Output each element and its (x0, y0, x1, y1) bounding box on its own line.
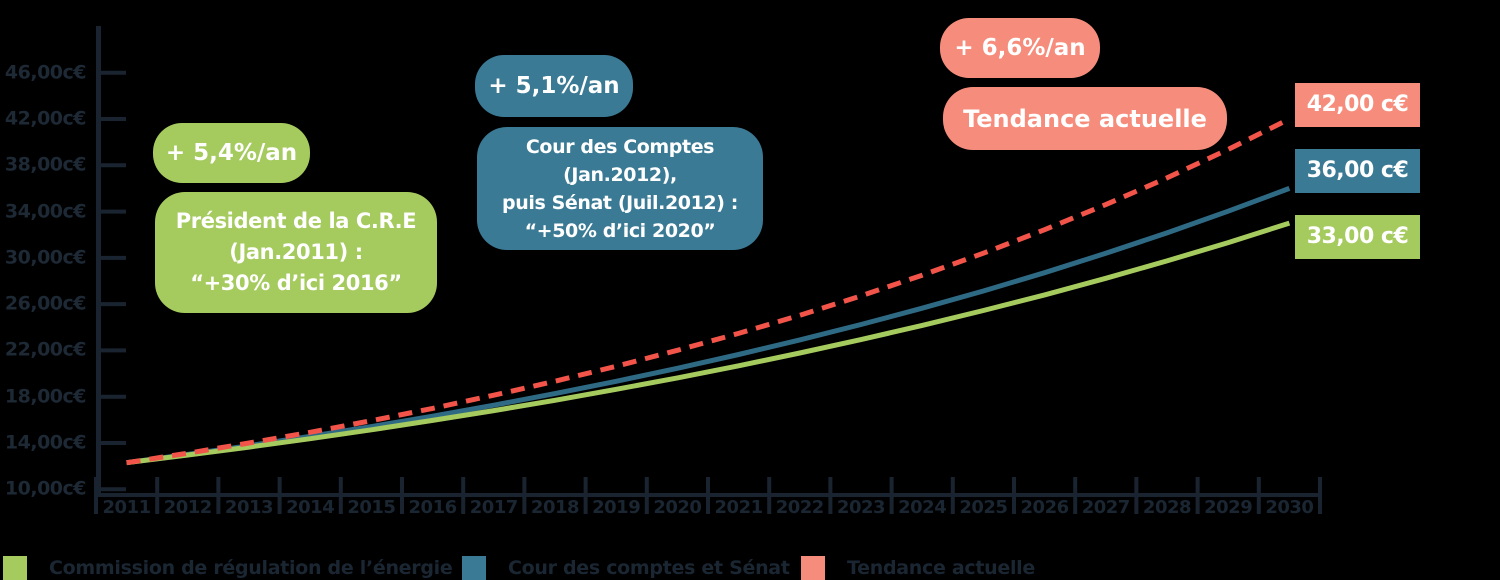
x-axis-year-label: 2012 (163, 497, 213, 518)
cre-growth-rate-text: + 5,4%/an (165, 140, 298, 166)
y-axis-tick-label: 34,00c€ (4, 200, 87, 223)
cour-growth-rate-badge: + 5,1%/an (475, 55, 633, 117)
cre-annotation-line: Président de la C.R.E (175, 209, 417, 233)
cour-annotation-line: puis Sénat (Juil.2012) : (502, 191, 738, 214)
x-axis-year-label: 2029 (1204, 497, 1253, 518)
y-axis-tick-label: 10,00c€ (4, 477, 87, 500)
y-axis-tick-label: 18,00c€ (4, 385, 87, 408)
x-axis-year-label: 2020 (653, 497, 702, 518)
end-value-cre: 33,00 c€ (1295, 215, 1420, 259)
legend-label-tendance: Tendance actuelle (847, 556, 1035, 579)
tendance-annotation-text: Tendance actuelle (963, 104, 1207, 133)
y-axis-tick-label: 30,00c€ (4, 246, 87, 269)
x-axis-year-label: 2014 (286, 497, 335, 518)
tendance-annotation-box: Tendance actuelle (943, 87, 1227, 150)
x-axis-year-label: 2026 (1020, 497, 1070, 518)
legend-swatch-green (3, 555, 27, 580)
y-axis-tick-label: 14,00c€ (4, 431, 87, 454)
x-axis-year-label: 2013 (224, 497, 274, 518)
legend-item-cour: Cour des comptes et Sénat (462, 555, 790, 580)
cour-annotation-line: Cour des Comptes (525, 135, 715, 158)
tendance-growth-rate-badge: + 6,6%/an (940, 18, 1100, 78)
x-axis-year-label: 2019 (592, 497, 641, 518)
y-axis-tick-label: 38,00c€ (4, 153, 87, 176)
legend-item-cre: Commission de régulation de l’énergie (3, 555, 453, 580)
legend-label-cour: Cour des comptes et Sénat (508, 556, 790, 579)
legend-item-tendance: Tendance actuelle (801, 555, 1035, 580)
x-axis-year-label: 2015 (347, 497, 396, 518)
x-axis-year-label: 2023 (836, 497, 886, 518)
x-axis-year-label: 2028 (1142, 497, 1192, 518)
legend-swatch-teal (462, 555, 486, 580)
x-axis-year-label: 2024 (898, 497, 947, 518)
cre-annotation-box: Président de la C.R.E (Jan.2011) : “+30%… (155, 192, 437, 313)
tendance-growth-rate-text: + 6,6%/an (954, 35, 1086, 61)
x-axis-year-label: 2017 (469, 497, 519, 518)
x-axis-year-label: 2025 (959, 497, 1008, 518)
cour-annotation-line: “+50% d’ici 2020” (524, 219, 716, 242)
legend-label-cre: Commission de régulation de l’énergie (49, 556, 453, 579)
y-axis-tick-label: 46,00c€ (4, 61, 87, 84)
x-axis-year-label: 2021 (714, 497, 764, 518)
x-axis-year-label: 2018 (530, 497, 580, 518)
cre-growth-rate-badge: + 5,4%/an (153, 123, 310, 183)
y-axis-tick-label: 22,00c€ (4, 338, 87, 361)
y-axis-tick-label: 26,00c€ (4, 292, 87, 315)
x-axis-year-label: 2016 (408, 497, 458, 518)
end-value-tendance: 42,00 c€ (1295, 83, 1420, 127)
cre-annotation-line: (Jan.2011) : (229, 240, 363, 264)
cour-growth-rate-text: + 5,1%/an (488, 73, 620, 99)
x-axis-year-label: 2022 (775, 497, 825, 518)
cour-annotation-line: (Jan.2012), (563, 163, 677, 186)
cour-annotation-box: Cour des Comptes (Jan.2012), puis Sénat … (477, 127, 763, 250)
x-axis-year-label: 2030 (1265, 497, 1314, 518)
cre-annotation-line: “+30% d’ici 2016” (190, 271, 402, 295)
x-axis-year-label: 2011 (102, 497, 152, 518)
end-value-cour: 36,00 c€ (1295, 149, 1420, 193)
x-axis-year-label: 2027 (1081, 497, 1131, 518)
legend-swatch-salmon (801, 555, 825, 580)
y-axis-tick-label: 42,00c€ (4, 107, 87, 130)
